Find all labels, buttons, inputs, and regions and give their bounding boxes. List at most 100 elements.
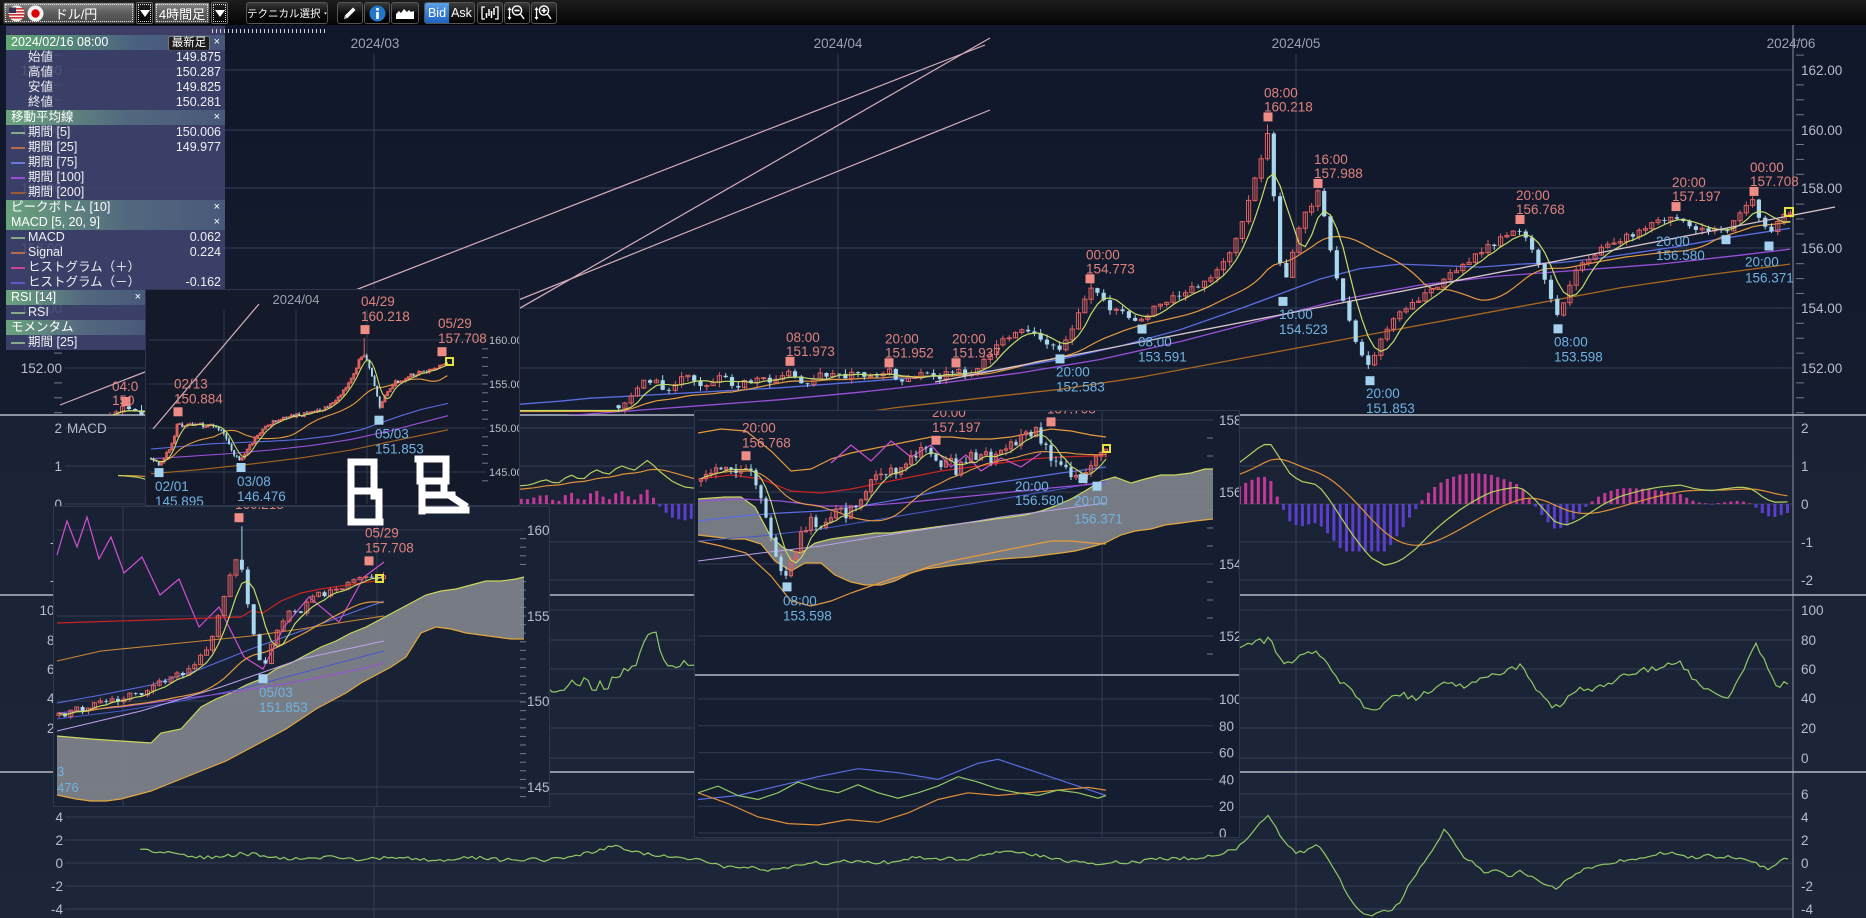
svg-text:145.: 145. (527, 780, 550, 795)
svg-text:153.598: 153.598 (1554, 349, 1603, 364)
svg-text:151.937: 151.937 (952, 345, 1001, 360)
svg-text:152.: 152. (1219, 629, 1240, 644)
svg-text:158.00: 158.00 (1801, 181, 1842, 196)
svg-text:151.973: 151.973 (786, 344, 835, 359)
svg-text:0: 0 (1801, 856, 1809, 871)
svg-text:157.988: 157.988 (1314, 166, 1363, 181)
svg-text:156.768: 156.768 (1516, 202, 1565, 217)
svg-text:60: 60 (1219, 746, 1234, 761)
svg-text:08:00: 08:00 (1264, 85, 1298, 100)
svg-text:60: 60 (1801, 662, 1816, 677)
svg-text:05/03: 05/03 (375, 427, 409, 442)
svg-text:20:00: 20:00 (1656, 234, 1690, 249)
svg-text:40: 40 (1219, 772, 1234, 787)
svg-text:150.884: 150.884 (174, 391, 223, 406)
svg-text:162.00: 162.00 (1801, 63, 1842, 78)
svg-text:2: 2 (1801, 833, 1809, 848)
svg-text:154.773: 154.773 (1086, 261, 1135, 276)
svg-text:02/13: 02/13 (174, 376, 208, 391)
svg-text:145.00: 145.00 (489, 467, 520, 479)
svg-text:153.598: 153.598 (783, 608, 832, 623)
svg-text:16:00: 16:00 (1314, 152, 1348, 167)
svg-text:0: 0 (1801, 497, 1809, 512)
svg-text:08:00: 08:00 (783, 593, 817, 608)
svg-text:2024/03: 2024/03 (351, 36, 400, 51)
svg-text:0: 0 (1801, 751, 1809, 766)
svg-text:152.00: 152.00 (21, 361, 62, 376)
svg-text:152.00: 152.00 (1801, 361, 1842, 376)
svg-text:157.197: 157.197 (1672, 189, 1721, 204)
svg-text:476: 476 (57, 780, 79, 795)
svg-text:MACD: MACD (67, 421, 107, 436)
svg-text:0: 0 (54, 497, 62, 512)
svg-text:0: 0 (1219, 826, 1227, 838)
svg-text:156.580: 156.580 (1015, 493, 1064, 508)
svg-text:154.: 154. (1219, 557, 1240, 572)
svg-text:16:00: 16:00 (1279, 307, 1313, 322)
svg-text:155.00: 155.00 (489, 379, 520, 391)
svg-text:157.708: 157.708 (1047, 410, 1096, 416)
svg-text:157.708: 157.708 (365, 540, 414, 555)
svg-text:151.853: 151.853 (1366, 401, 1415, 416)
svg-text:-4: -4 (51, 902, 63, 917)
svg-text:146.476: 146.476 (237, 489, 286, 504)
svg-text:150.: 150. (527, 694, 550, 709)
svg-text:00:00: 00:00 (1086, 247, 1120, 262)
svg-text:2024/04: 2024/04 (814, 36, 863, 51)
svg-text:02/01: 02/01 (155, 479, 189, 494)
svg-text:156.00: 156.00 (1801, 241, 1842, 256)
svg-text:154.523: 154.523 (1279, 322, 1328, 337)
svg-text:100: 100 (1801, 603, 1824, 618)
svg-text:20:00: 20:00 (1056, 364, 1090, 379)
svg-text:20:00: 20:00 (952, 331, 986, 346)
svg-text:20:00: 20:00 (1074, 494, 1108, 509)
svg-text:156.: 156. (1219, 485, 1240, 500)
svg-text:20: 20 (1219, 799, 1234, 814)
svg-text:158.: 158. (1219, 413, 1240, 428)
svg-text:-2: -2 (1801, 879, 1813, 894)
svg-text:05/29: 05/29 (438, 316, 472, 331)
svg-text:156.371: 156.371 (1074, 512, 1123, 527)
svg-text:160.00: 160.00 (1801, 123, 1842, 138)
svg-text:150: 150 (112, 393, 135, 408)
svg-text:40: 40 (1801, 691, 1816, 706)
svg-text:160.218: 160.218 (361, 309, 410, 324)
svg-text:156.768: 156.768 (742, 435, 791, 450)
svg-text:2024/04: 2024/04 (273, 292, 320, 307)
svg-text:150.00: 150.00 (489, 423, 520, 435)
svg-text:20:00: 20:00 (1745, 255, 1779, 270)
svg-text:20:00: 20:00 (742, 420, 776, 435)
svg-text:4: 4 (55, 810, 63, 825)
svg-text:3: 3 (57, 764, 64, 779)
svg-text:2: 2 (54, 421, 62, 436)
svg-text:1: 1 (1801, 459, 1809, 474)
svg-text:151.853: 151.853 (259, 700, 308, 715)
svg-text:08:00: 08:00 (1554, 334, 1588, 349)
svg-text:160.218: 160.218 (1264, 99, 1313, 114)
svg-text:154.00: 154.00 (1801, 301, 1842, 316)
svg-text:80: 80 (1801, 633, 1816, 648)
svg-text:2: 2 (55, 833, 63, 848)
svg-text:100: 100 (1219, 692, 1240, 707)
svg-text:153.591: 153.591 (1138, 350, 1187, 365)
svg-text:160.218: 160.218 (235, 506, 284, 512)
svg-text:04:0: 04:0 (112, 379, 138, 394)
svg-text:-4: -4 (1801, 902, 1813, 917)
svg-text:20:00: 20:00 (1366, 386, 1400, 401)
svg-text:20:00: 20:00 (1015, 479, 1049, 494)
svg-text:157.197: 157.197 (932, 420, 981, 435)
svg-text:160.00: 160.00 (489, 335, 520, 347)
svg-text:156.371: 156.371 (1745, 271, 1794, 286)
svg-text:08:00: 08:00 (786, 330, 820, 345)
svg-text:00:00: 00:00 (1750, 160, 1784, 175)
svg-text:20:00: 20:00 (885, 331, 919, 346)
svg-text:145.895: 145.895 (155, 494, 204, 506)
svg-text:0: 0 (55, 856, 63, 871)
svg-text:6: 6 (1801, 787, 1809, 802)
svg-text:2024/05: 2024/05 (1272, 36, 1321, 51)
svg-text:157.708: 157.708 (1750, 174, 1799, 189)
svg-text:20: 20 (1801, 721, 1816, 736)
svg-text:04/29: 04/29 (361, 294, 395, 309)
svg-text:08:00: 08:00 (1138, 335, 1172, 350)
svg-text:160.: 160. (527, 523, 550, 538)
